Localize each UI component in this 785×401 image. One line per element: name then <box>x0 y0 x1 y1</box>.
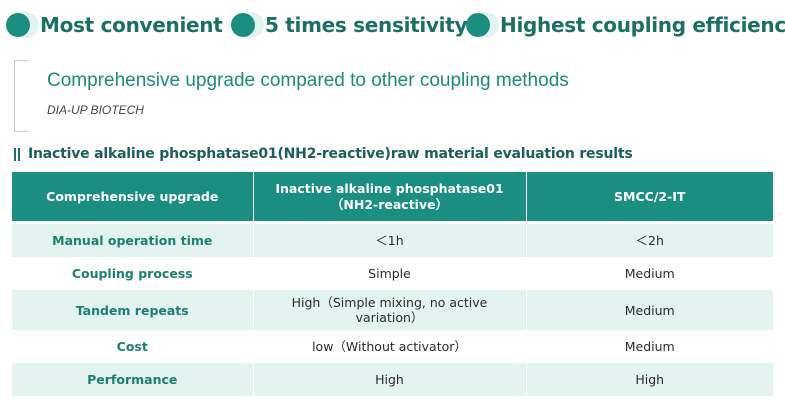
table-header-row: Comprehensive upgrade Inactive alkaline … <box>12 172 773 221</box>
table-row: Cost low（Without activator） Medium <box>12 330 773 363</box>
cell-alp: low（Without activator） <box>253 330 527 363</box>
section-title: Inactive alkaline phosphatase01(NH2-reac… <box>28 146 633 162</box>
bracket-decoration <box>14 60 29 132</box>
section-heading: Inactive alkaline phosphatase01(NH2-reac… <box>14 146 633 162</box>
cell-smcc: Medium <box>526 290 773 330</box>
cell-line: High（Simple mixing, no active <box>291 295 488 310</box>
cell-alp: Simple <box>253 257 527 290</box>
bullet-dot-icon <box>231 9 264 41</box>
double-bar-icon <box>14 147 20 161</box>
subheading-title: Comprehensive upgrade compared to other … <box>47 70 569 91</box>
row-label: Tandem repeats <box>12 290 254 330</box>
brand-name: DIA-UP BIOTECH <box>47 103 144 117</box>
cell-alp: High <box>253 363 527 396</box>
feature-coupling-efficiency: Highest coupling efficiency <box>466 9 785 41</box>
row-label: Coupling process <box>12 257 254 290</box>
cell-smcc: High <box>526 363 773 396</box>
header-smcc: SMCC/2-IT <box>526 172 773 221</box>
feature-bar: Most convenient 5 times sensitivity High… <box>6 9 785 41</box>
feature-label: Highest coupling efficiency <box>500 13 785 37</box>
row-label: Cost <box>12 330 254 363</box>
header-line: （NH2-reactive） <box>330 196 449 212</box>
bullet-dot-icon <box>6 9 39 41</box>
cell-line: variation） <box>355 310 424 325</box>
feature-most-convenient: Most convenient <box>6 9 223 41</box>
cell-alp: ＜1h <box>253 224 527 257</box>
subheading-block: Comprehensive upgrade compared to other … <box>14 60 714 132</box>
header-comprehensive-upgrade: Comprehensive upgrade <box>12 172 254 221</box>
table-row: Coupling process Simple Medium <box>12 257 773 290</box>
feature-label: 5 times sensitivity <box>265 13 468 37</box>
cell-smcc: ＜2h <box>526 224 773 257</box>
table-row: Manual operation time ＜1h ＜2h <box>12 224 773 257</box>
cell-alp: High（Simple mixing, no active variation） <box>253 290 527 330</box>
header-line: Inactive alkaline phosphatase01 <box>275 180 504 196</box>
table-row: Tandem repeats High（Simple mixing, no ac… <box>12 290 773 330</box>
feature-sensitivity: 5 times sensitivity <box>231 9 468 41</box>
feature-label: Most convenient <box>40 13 223 37</box>
comparison-table: Comprehensive upgrade Inactive alkaline … <box>12 172 773 396</box>
row-label: Performance <box>12 363 254 396</box>
table-row: Performance High High <box>12 363 773 396</box>
bullet-dot-icon <box>466 9 499 41</box>
row-label: Manual operation time <box>12 224 254 257</box>
header-inactive-alp: Inactive alkaline phosphatase01 （NH2-rea… <box>253 172 527 221</box>
cell-smcc: Medium <box>624 339 675 354</box>
cell-smcc: Medium <box>624 266 675 281</box>
